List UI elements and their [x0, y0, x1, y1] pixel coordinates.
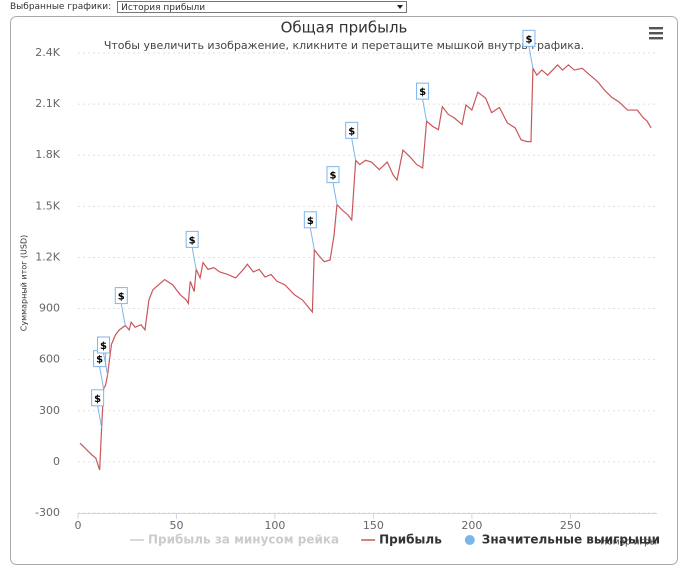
y-tick-label: 1.5K	[35, 199, 60, 212]
chart-title: Общая прибыль	[281, 19, 408, 37]
legend-label[interactable]: Прибыль за минусом рейка	[148, 533, 339, 547]
flag-pin	[422, 99, 428, 122]
profit-line	[79, 64, 652, 471]
flag-label: $	[94, 394, 101, 405]
big-win-flag: $	[91, 389, 105, 428]
menu-bar	[649, 32, 663, 35]
y-tick-label: 0	[53, 455, 60, 468]
toolbar-label: Выбранные графики:	[10, 2, 112, 12]
menu-button[interactable]	[649, 27, 663, 40]
chart-panel	[10, 16, 678, 565]
flag-pin	[351, 138, 357, 161]
big-win-flag: $	[114, 287, 128, 326]
flag-pin	[120, 303, 126, 326]
big-win-flag: $	[303, 211, 317, 250]
y-axis-title: Суммарный итог (USD)	[20, 235, 29, 332]
flag-pin	[103, 352, 109, 376]
x-tick-label: 100	[264, 519, 285, 532]
y-tick-label: 1.2K	[35, 250, 60, 263]
big-win-flag: $	[97, 336, 111, 376]
flag-box	[522, 29, 536, 47]
x-tick-label: 200	[461, 519, 482, 532]
big-win-flag: $	[185, 230, 199, 270]
y-tick-label: 300	[39, 404, 60, 417]
flag-box	[91, 389, 105, 407]
flag-box	[326, 166, 340, 184]
flag-label: $	[525, 34, 532, 45]
flag-pin	[99, 366, 105, 389]
x-axis-title: Номер игры	[600, 538, 657, 548]
flag-box	[303, 211, 317, 229]
y-tick-label: 900	[39, 302, 60, 315]
flag-label: $	[118, 292, 125, 303]
flag-label: $	[329, 171, 336, 182]
big-win-flag: $	[416, 82, 430, 122]
flag-box	[185, 230, 199, 248]
flag-label: $	[419, 87, 426, 98]
menu-bar	[649, 27, 663, 30]
big-win-flag: $	[345, 121, 359, 161]
legend-label[interactable]: Значительные выигрыши	[482, 533, 660, 547]
flag-box	[416, 82, 430, 100]
flag-label: $	[100, 341, 107, 352]
flag-pin	[332, 182, 338, 205]
x-tick-label: 50	[169, 519, 183, 532]
flag-pin	[191, 247, 197, 270]
chart-select[interactable]: История прибыли	[117, 1, 408, 13]
legend-symbol	[464, 535, 475, 545]
x-tick-label: 0	[75, 519, 82, 532]
flag-pin	[309, 227, 315, 250]
flag-box	[97, 336, 111, 354]
big-win-flag: $	[326, 166, 340, 205]
y-tick-label: 1.8K	[35, 148, 60, 161]
flag-box	[345, 121, 359, 139]
y-tick-label: 2.1K	[35, 97, 60, 110]
chart-subtitle: Чтобы увеличить изображение, кликните и …	[104, 39, 584, 52]
flag-pin	[97, 405, 103, 428]
y-tick-label: -300	[35, 506, 60, 519]
flag-label: $	[96, 355, 103, 366]
big-win-flag: $	[522, 29, 536, 69]
y-tick-label: 600	[39, 353, 60, 366]
flag-box	[114, 287, 128, 305]
x-tick-label: 150	[363, 519, 384, 532]
legend-label[interactable]: Прибыль	[379, 533, 442, 547]
toolbar: Выбранные графики: История прибыли	[10, 0, 408, 14]
flag-pin	[528, 46, 534, 69]
x-tick-label: 250	[560, 519, 581, 532]
flag-label: $	[307, 216, 314, 227]
flag-label: $	[348, 126, 355, 137]
flag-label: $	[189, 235, 196, 246]
y-tick-label: 2.4K	[35, 46, 60, 59]
menu-bar	[649, 37, 663, 40]
